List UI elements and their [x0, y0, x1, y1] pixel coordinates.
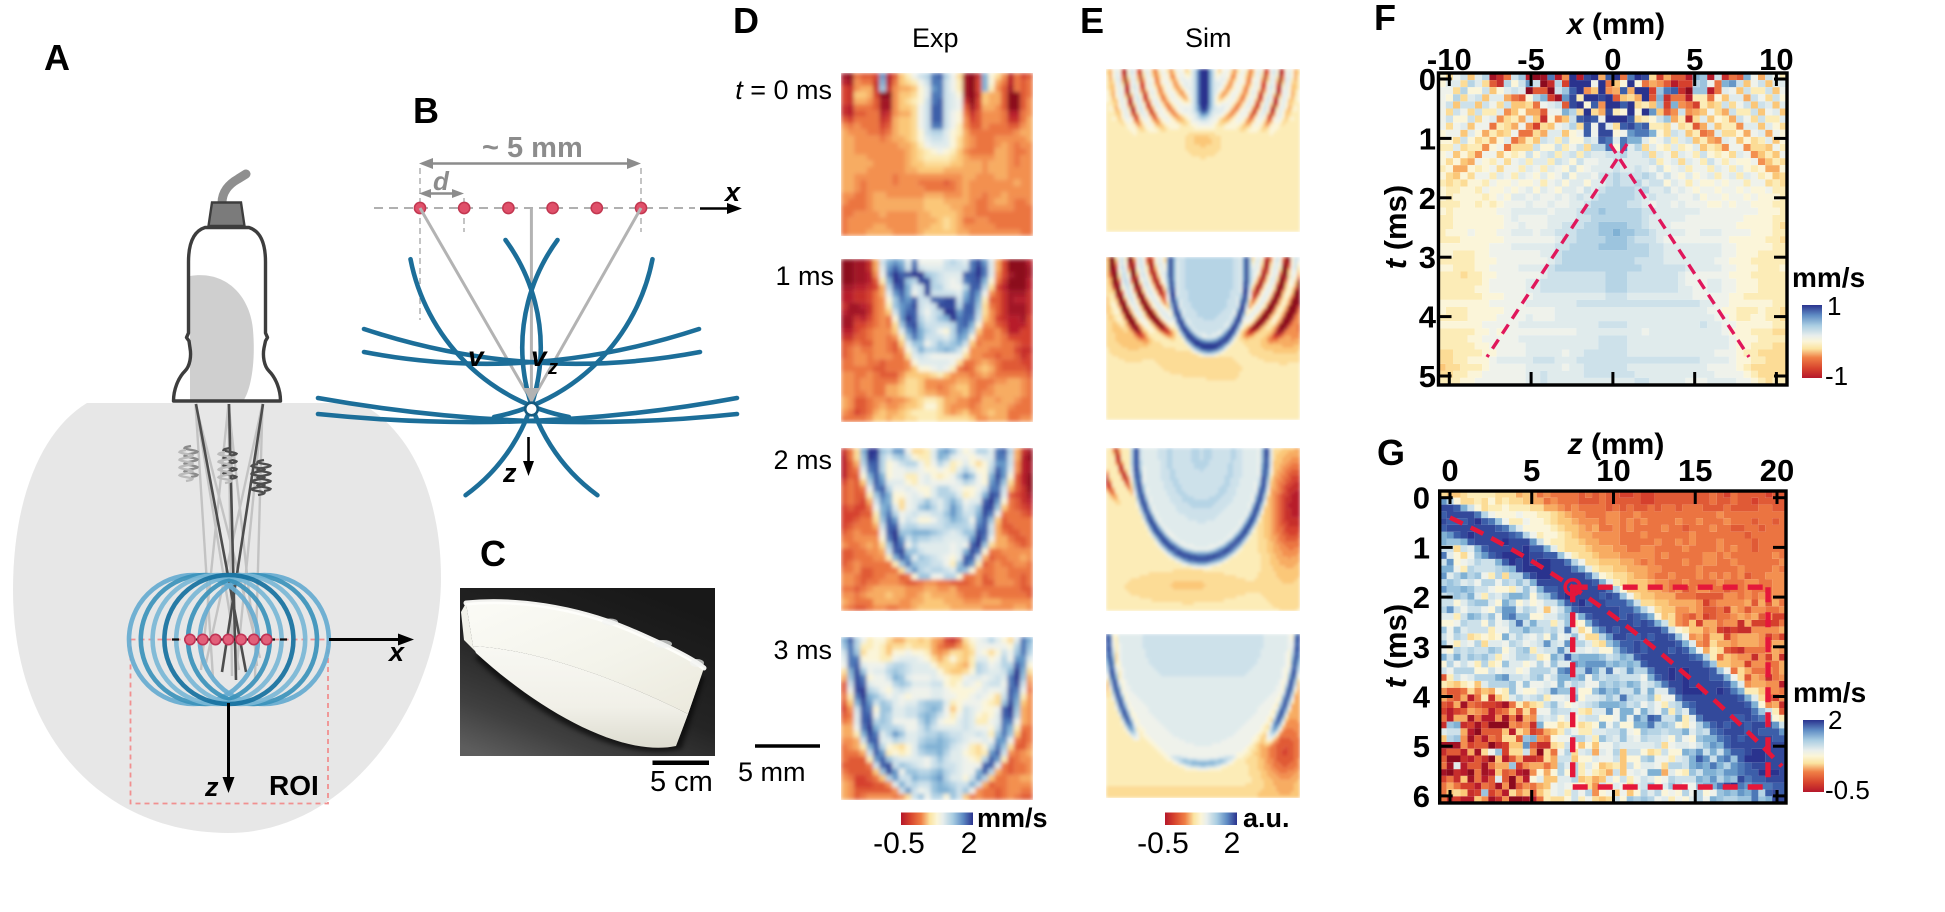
svg-text:Exp: Exp [912, 23, 959, 53]
svg-text:z: z [204, 772, 219, 802]
svg-text:2: 2 [961, 827, 978, 860]
svg-text:z (mm): z (mm) [1567, 428, 1665, 461]
svg-text:Sim: Sim [1185, 23, 1232, 53]
svg-text:4: 4 [1419, 300, 1437, 335]
svg-text:5 cm: 5 cm [650, 766, 713, 798]
svg-text:t = 0 ms: t = 0 ms [735, 75, 832, 105]
svg-text:B: B [413, 90, 439, 131]
svg-text:mm/s: mm/s [1792, 262, 1865, 293]
svg-text:15: 15 [1678, 453, 1712, 488]
svg-text:z: z [547, 357, 558, 379]
svg-text:2 ms: 2 ms [773, 445, 832, 475]
svg-text:5: 5 [1523, 453, 1540, 488]
svg-text:5: 5 [1419, 359, 1436, 394]
svg-text:0: 0 [1604, 42, 1621, 77]
svg-text:10: 10 [1759, 42, 1793, 77]
svg-text:2: 2 [1419, 181, 1436, 216]
svg-text:D: D [733, 0, 759, 41]
svg-text:1: 1 [1827, 291, 1841, 321]
svg-text:F: F [1374, 0, 1396, 38]
svg-text:-10: -10 [1427, 42, 1472, 77]
svg-text:1 ms: 1 ms [775, 261, 834, 291]
svg-text:3: 3 [1413, 630, 1430, 665]
svg-text:0: 0 [1441, 453, 1458, 488]
svg-text:z: z [502, 458, 517, 488]
svg-text:1: 1 [1413, 530, 1430, 565]
svg-text:a.u.: a.u. [1243, 803, 1290, 833]
svg-text:0: 0 [1419, 62, 1436, 97]
svg-text:5 mm: 5 mm [738, 757, 806, 787]
svg-text:1: 1 [1419, 121, 1436, 156]
svg-text:-0.5: -0.5 [1825, 775, 1870, 805]
svg-text:2: 2 [1413, 580, 1430, 615]
svg-text:v: v [531, 341, 548, 372]
svg-text:x (mm): x (mm) [1565, 8, 1665, 41]
svg-text:x: x [723, 177, 741, 207]
svg-text:t (ms): t (ms) [1378, 185, 1413, 269]
svg-text:mm/s: mm/s [1793, 677, 1866, 708]
svg-text:G: G [1377, 432, 1405, 473]
svg-text:5: 5 [1686, 42, 1703, 77]
svg-text:v: v [468, 341, 485, 372]
svg-text:C: C [480, 533, 506, 574]
svg-text:6: 6 [1413, 779, 1430, 814]
svg-text:20: 20 [1760, 453, 1794, 488]
svg-text:0: 0 [1413, 481, 1430, 516]
svg-text:-5: -5 [1517, 42, 1545, 77]
svg-text:A: A [44, 37, 70, 78]
svg-text:d: d [433, 166, 450, 196]
svg-text:mm/s: mm/s [977, 803, 1048, 833]
svg-text:-1: -1 [1825, 361, 1848, 391]
svg-text:-0.5: -0.5 [873, 827, 925, 860]
svg-text:2: 2 [1224, 827, 1241, 860]
svg-text:3: 3 [1419, 240, 1436, 275]
svg-text:2: 2 [1828, 705, 1842, 735]
svg-text:x: x [387, 637, 405, 667]
svg-text:E: E [1080, 0, 1104, 41]
svg-text:5: 5 [1413, 729, 1430, 764]
svg-text:t (ms): t (ms) [1378, 604, 1413, 688]
svg-text:4: 4 [1413, 680, 1431, 715]
svg-text:3 ms: 3 ms [773, 635, 832, 665]
svg-text:~ 5 mm: ~ 5 mm [482, 132, 583, 164]
svg-text:ROI: ROI [269, 770, 319, 801]
svg-text:-0.5: -0.5 [1137, 827, 1189, 860]
svg-text:10: 10 [1596, 453, 1630, 488]
